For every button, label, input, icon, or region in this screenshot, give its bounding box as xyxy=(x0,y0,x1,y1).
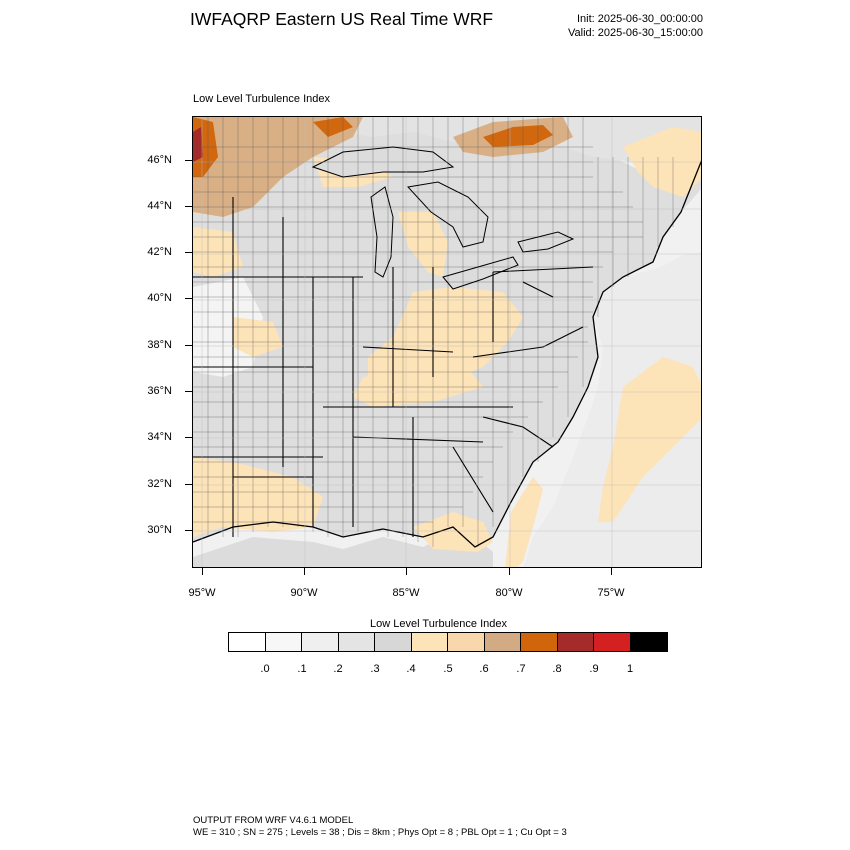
colorbar-label: .9 xyxy=(589,663,599,675)
lat-label-38n: 38°N xyxy=(147,339,172,351)
lon-tick xyxy=(611,568,612,575)
lat-tick xyxy=(185,298,192,299)
lat-label-42n: 42°N xyxy=(147,246,172,258)
turbulence-map xyxy=(193,117,701,567)
ocean-band-0.5 xyxy=(598,357,701,522)
init-time: Init: 2025-06-30_00:00:00 xyxy=(577,13,703,25)
field-title: Low Level Turbulence Index xyxy=(193,93,330,105)
lat-label-30n: 30°N xyxy=(147,524,172,536)
lat-label-36n: 36°N xyxy=(147,385,172,397)
lat-tick xyxy=(185,391,192,392)
main-title: IWFAQRP Eastern US Real Time WRF xyxy=(190,9,494,29)
lat-tick xyxy=(185,345,192,346)
colorbar-label: 1 xyxy=(626,663,634,675)
valid-time: Valid: 2025-06-30_15:00:00 xyxy=(568,27,703,39)
lon-tick xyxy=(202,568,203,575)
lat-tick xyxy=(185,484,192,485)
colorbar-swatch xyxy=(302,633,339,651)
dakota-high-0.9 xyxy=(193,127,203,162)
colorbar-swatch xyxy=(229,633,266,651)
colorbar-swatch xyxy=(338,633,375,651)
colorbar-label: .8 xyxy=(552,663,562,675)
lon-label-80w: 80°W xyxy=(495,587,523,599)
graticule xyxy=(193,117,701,567)
coastline xyxy=(193,160,701,548)
lake-erie xyxy=(443,257,518,289)
lat-tick xyxy=(185,206,192,207)
colorbar-label: .1 xyxy=(297,663,307,675)
lon-label-75w: 75°W xyxy=(597,587,625,599)
lon-tick xyxy=(304,568,305,575)
atlantic-ocean xyxy=(523,252,701,567)
colorbar-label: .0 xyxy=(260,663,270,675)
footer-model-info: OUTPUT FROM WRF V4.6.1 MODEL xyxy=(193,815,354,826)
map-plot xyxy=(192,116,702,568)
colorbar-swatch xyxy=(484,633,521,651)
lon-label-95w: 95°W xyxy=(188,587,216,599)
colorbar-label: .2 xyxy=(333,663,343,675)
colorbar-label: .6 xyxy=(479,663,489,675)
colorbar-swatch xyxy=(594,633,631,651)
county-grid xyxy=(193,117,674,547)
colorbar-swatch xyxy=(630,633,667,651)
colorbar-swatch xyxy=(411,633,448,651)
colorbar-swatch xyxy=(375,633,412,651)
colorbar-title: Low Level Turbulence Index xyxy=(370,618,507,630)
lat-label-34n: 34°N xyxy=(147,431,172,443)
lon-tick xyxy=(406,568,407,575)
state-boundaries xyxy=(193,197,594,537)
lat-tick xyxy=(185,437,192,438)
michigan-0.5 xyxy=(398,212,448,277)
ohio-valley-0.5 xyxy=(368,287,523,392)
lat-label-40n: 40°N xyxy=(147,292,172,304)
lat-label-32n: 32°N xyxy=(147,478,172,490)
ocean-band-0.5 xyxy=(505,477,543,567)
colorbar-swatch xyxy=(557,633,594,651)
lon-tick xyxy=(509,568,510,575)
lat-tick xyxy=(185,530,192,531)
colorbar-label: .4 xyxy=(406,663,416,675)
lat-tick xyxy=(185,252,192,253)
colorbar-swatch xyxy=(448,633,485,651)
colorbar-label: .5 xyxy=(443,663,453,675)
colorbar-label: .3 xyxy=(370,663,380,675)
colorbar-label: .7 xyxy=(516,663,526,675)
colorbar-swatch xyxy=(265,633,302,651)
colorbar xyxy=(228,632,668,652)
lat-tick xyxy=(185,160,192,161)
lon-label-90w: 90°W xyxy=(290,587,318,599)
footer-config-info: WE = 310 ; SN = 275 ; Levels = 38 ; Dis … xyxy=(193,827,567,838)
canada-high-0.8 xyxy=(483,125,553,147)
lon-label-85w: 85°W xyxy=(392,587,420,599)
colorbar-swatch xyxy=(521,633,558,651)
lat-label-44n: 44°N xyxy=(147,200,172,212)
lake-outlines xyxy=(311,146,575,290)
lat-label-46n: 46°N xyxy=(147,154,172,166)
gulf-of-mexico xyxy=(193,527,493,567)
